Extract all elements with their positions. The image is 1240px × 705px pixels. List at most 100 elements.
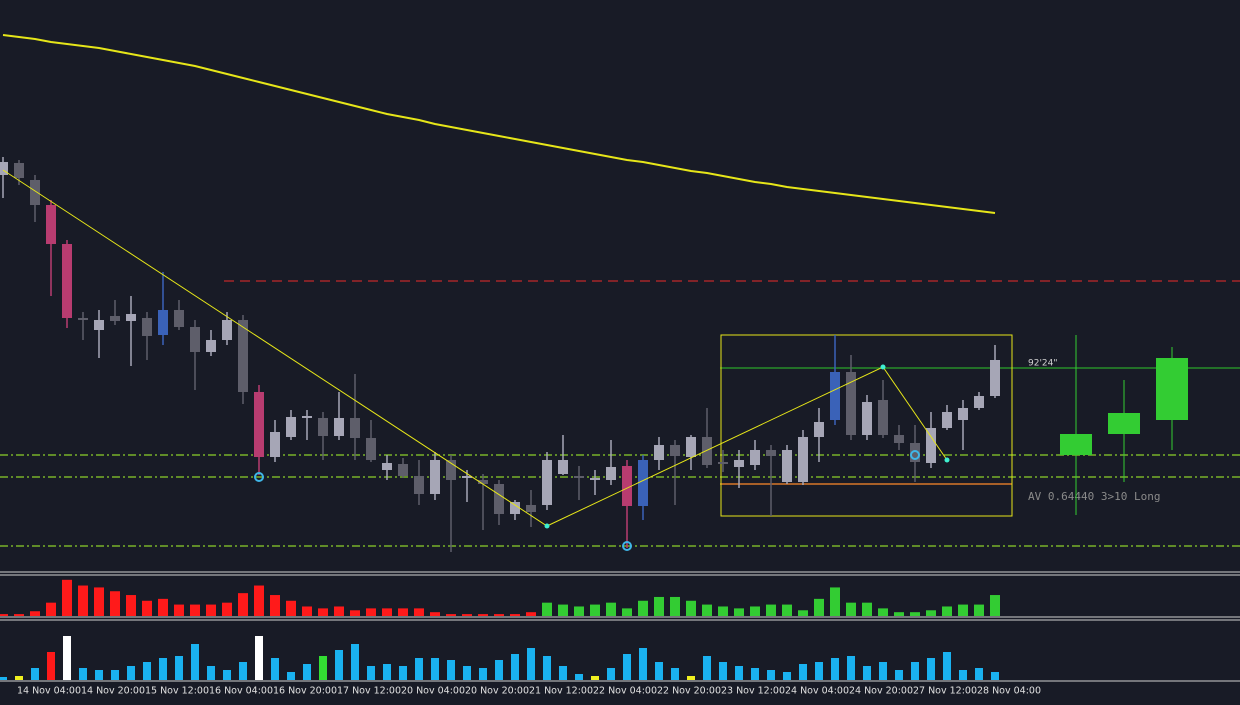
volume-bar — [30, 611, 40, 616]
volume-bar — [478, 614, 488, 616]
candle-body — [718, 462, 728, 464]
time-label: 23 Nov 12:00 — [721, 686, 785, 697]
candle-body — [734, 460, 744, 467]
marker — [254, 472, 264, 482]
candle-body — [574, 476, 584, 478]
volume-bar — [110, 591, 120, 616]
candle-body — [926, 428, 936, 463]
candle-body — [190, 327, 200, 352]
tick-volume-bar — [927, 658, 935, 680]
volume-bar — [462, 614, 472, 616]
tick-volume-bar — [431, 658, 439, 680]
tick-volume-bar — [255, 636, 263, 680]
volume-bar — [222, 602, 232, 616]
volume-bar — [318, 608, 328, 616]
candle-body — [878, 400, 888, 435]
tick-volume-bar — [223, 670, 231, 680]
tick-volume-bar — [799, 664, 807, 680]
candle-body — [286, 417, 296, 437]
tick-volume-bar — [95, 670, 103, 680]
candle-body — [158, 310, 168, 335]
tick-volume-bar — [351, 644, 359, 680]
tick-volume-bar — [735, 666, 743, 680]
zigzag-point — [544, 523, 550, 529]
tick-volume-bar — [959, 670, 967, 680]
candle-body — [366, 438, 376, 460]
candle-body — [894, 435, 904, 443]
candle-body — [510, 502, 520, 514]
candle-body — [846, 372, 856, 435]
tick-volume-bar — [671, 668, 679, 680]
candle-body — [14, 163, 24, 178]
tick-volume-bar — [271, 658, 279, 680]
candle-body — [622, 466, 632, 506]
volume-bar — [910, 612, 920, 616]
volume-bar — [446, 614, 456, 616]
time-label: 14 Nov 20:00 — [81, 686, 145, 697]
volume-bar — [702, 604, 712, 616]
tick-volume-bar — [831, 658, 839, 680]
volume-bar — [94, 587, 104, 616]
tick-volume-bar — [31, 668, 39, 680]
volume-bar — [958, 604, 968, 616]
volume-bar — [846, 602, 856, 616]
preview-body — [1060, 434, 1092, 455]
tick-volume-bar — [911, 662, 919, 680]
candle-body — [558, 460, 568, 474]
tick-volume-bar — [863, 666, 871, 680]
timer-label: 92'24" — [1028, 359, 1058, 369]
zigzag — [2, 169, 948, 527]
candle-body — [958, 408, 968, 420]
volume-bar — [174, 604, 184, 616]
candle-body — [110, 316, 120, 321]
marker — [622, 541, 632, 551]
volume-bar — [766, 604, 776, 616]
tick-volume-bar — [815, 662, 823, 680]
tick-volume-bar — [63, 636, 71, 680]
candle-body — [318, 418, 328, 436]
volume-bar — [382, 608, 392, 616]
tick-volume-bar — [943, 652, 951, 680]
tick-volume-bar — [847, 656, 855, 680]
candle-body — [206, 340, 216, 352]
volume-bar — [494, 614, 504, 616]
time-label: 21 Nov 12:00 — [529, 686, 593, 697]
candle-body — [750, 450, 760, 465]
tick-volume-bar — [159, 658, 167, 680]
time-label: 16 Nov 04:00 — [209, 686, 273, 697]
volume-bar — [574, 606, 584, 616]
tick-volume-bar — [303, 664, 311, 680]
volume-bar — [302, 606, 312, 616]
volume-bar — [334, 606, 344, 616]
tick-volume-bar — [127, 666, 135, 680]
tick-volume-bar — [527, 648, 535, 680]
tick-volume-bar — [79, 668, 87, 680]
volume-bar — [750, 606, 760, 616]
candle-body — [974, 396, 984, 408]
candle-body — [814, 422, 824, 437]
candle-body — [670, 445, 680, 456]
candle-body — [430, 460, 440, 494]
tick-volume-bar — [543, 656, 551, 680]
time-label: 22 Nov 04:00 — [593, 686, 657, 697]
volume-bar — [350, 610, 360, 616]
volume-bar — [638, 600, 648, 616]
volume-bar — [238, 593, 248, 616]
tick-volume-bar — [623, 654, 631, 680]
tick-volume-bar — [175, 656, 183, 680]
volume-bar — [46, 602, 56, 616]
candle-body — [782, 450, 792, 482]
tick-volume-bar — [47, 652, 55, 680]
tick-volume-bar — [511, 654, 519, 680]
volume-bar — [622, 608, 632, 616]
tick-volume-bar — [975, 668, 983, 680]
candle-body — [78, 318, 88, 320]
volume-bar — [270, 595, 280, 616]
candle-body — [94, 320, 104, 330]
candle-body — [398, 464, 408, 476]
volume-bar — [990, 595, 1000, 616]
tick-volume-bar — [495, 660, 503, 680]
candle-body — [526, 505, 536, 512]
candle-body — [46, 205, 56, 244]
